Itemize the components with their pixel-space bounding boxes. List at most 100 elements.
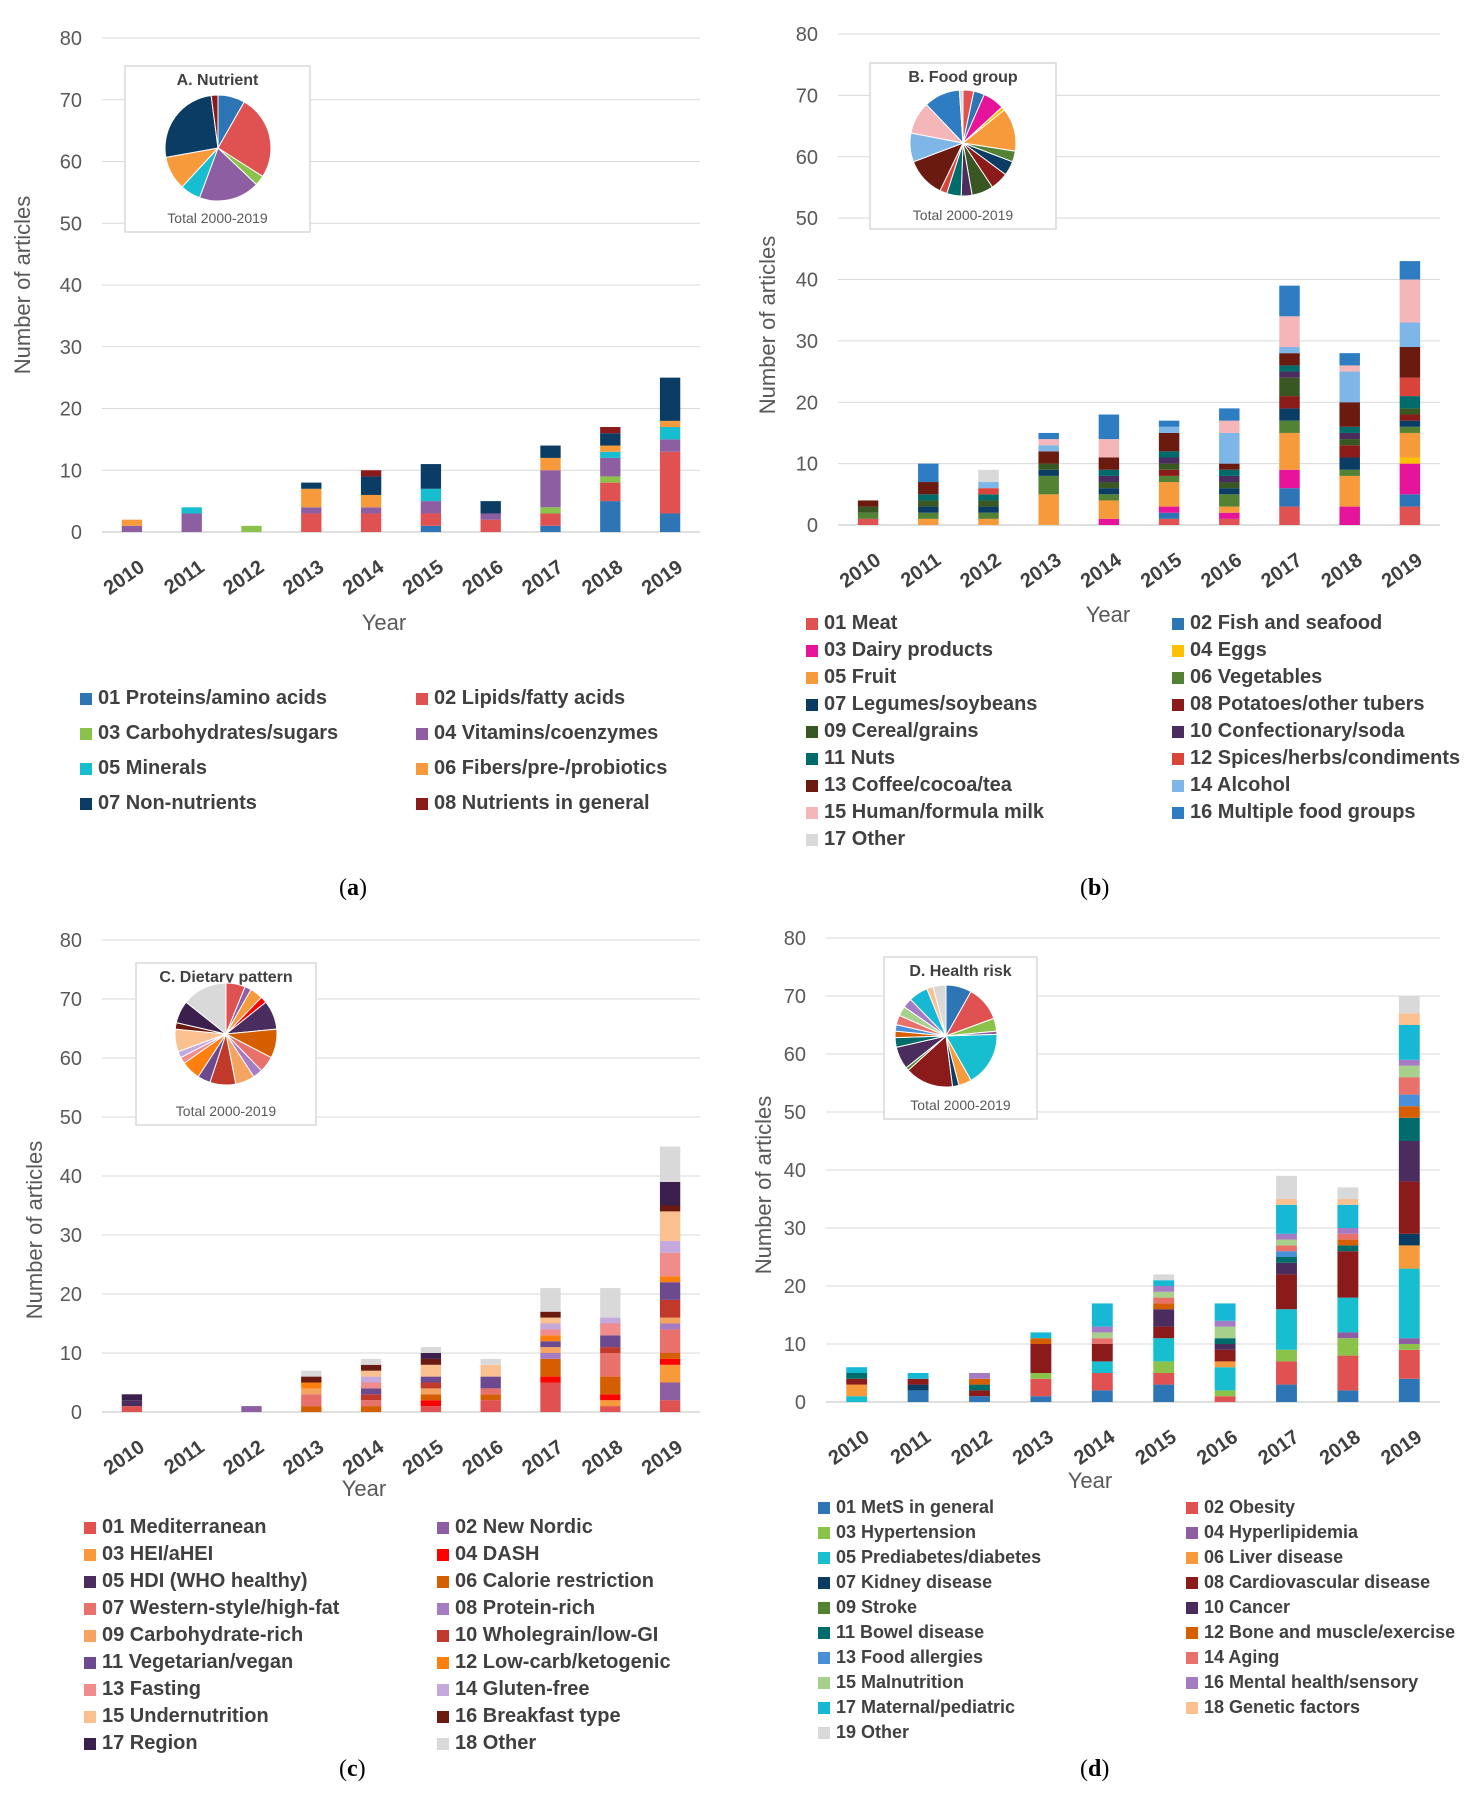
bar-segment <box>1279 432 1300 470</box>
legend-swatch <box>84 1602 96 1615</box>
bar-segment <box>540 1376 561 1383</box>
x-tick-label: 2018 <box>1316 1426 1365 1470</box>
bar-segment <box>420 464 442 489</box>
bar-segment <box>1339 506 1360 525</box>
bar-segment <box>1158 420 1180 427</box>
x-tick-label: 2012 <box>956 549 1005 593</box>
bar-segment <box>857 518 879 525</box>
legend-item: 02 Obesity <box>1186 1497 1482 1518</box>
legend-label: 01 Proteins/amino acids <box>98 687 327 709</box>
x-tick-label: 2010 <box>100 556 149 600</box>
bar-segment <box>978 506 999 513</box>
bar-segment <box>1158 506 1180 513</box>
y-tick-label: 80 <box>60 28 82 50</box>
bar-segment <box>181 507 202 514</box>
bar-segment <box>918 512 939 519</box>
bar-segment <box>659 1400 681 1412</box>
x-tick-label: 2011 <box>897 549 945 592</box>
bar-segment <box>1337 1187 1359 1199</box>
legend-swatch <box>437 1602 449 1615</box>
bar-segment <box>1219 482 1240 489</box>
y-tick-label: 70 <box>60 989 82 1011</box>
legend-item: 14 Aging <box>1186 1647 1482 1668</box>
legend-swatch <box>806 617 818 630</box>
legend-swatch <box>84 1710 96 1723</box>
bar-segment <box>1091 1326 1113 1333</box>
bar-segment <box>480 519 501 532</box>
x-tick-label: 2019 <box>1377 1426 1426 1470</box>
y-tick-label: 10 <box>796 454 818 476</box>
bar-segment <box>540 470 561 508</box>
legend-swatch <box>1172 644 1184 657</box>
legend-swatch <box>818 1526 830 1539</box>
bar-segment <box>1399 261 1421 280</box>
bar-segment <box>1276 1349 1297 1362</box>
legend-label: 01 Mediterranean <box>102 1516 267 1538</box>
x-tick-label: 2017 <box>518 556 567 600</box>
bar-segment <box>540 1329 561 1336</box>
bar-segment <box>907 1390 929 1402</box>
bar-segment <box>1398 1344 1420 1350</box>
bar-segment <box>1399 506 1421 525</box>
bar-segment <box>121 1406 143 1412</box>
legend-item: 12 Spices/herbs/condiments <box>1172 747 1482 770</box>
bar-segment <box>1399 457 1421 464</box>
bar-segment <box>600 427 621 434</box>
bar-segment <box>1153 1286 1175 1292</box>
legend-swatch <box>437 1737 449 1750</box>
bar-segment <box>1398 1065 1420 1078</box>
bar-segment <box>121 519 143 526</box>
bar-segment <box>121 1400 143 1407</box>
bar-segment <box>1279 396 1300 409</box>
legend-item: 15 Undernutrition <box>84 1705 419 1728</box>
bar-segment <box>1158 512 1180 519</box>
legend-swatch <box>84 1575 96 1588</box>
bar-segment <box>1398 1059 1420 1066</box>
bar-segment <box>1214 1396 1236 1402</box>
bar-segment <box>1153 1326 1175 1339</box>
legend-swatch <box>1186 1576 1198 1589</box>
bar-segment <box>600 1376 621 1395</box>
legend-item: 13 Fasting <box>84 1678 419 1701</box>
bar-segment <box>1098 518 1120 525</box>
legend-label: 13 Coffee/cocoa/tea <box>824 774 1012 796</box>
y-tick-label: 70 <box>60 90 82 112</box>
y-tick-label: 30 <box>784 1218 806 1240</box>
bar-segment <box>1038 475 1059 495</box>
bar-segment <box>1153 1280 1175 1286</box>
bar-segment <box>1214 1390 1236 1397</box>
bar-segment <box>1098 414 1120 440</box>
bar-segment <box>1038 463 1059 470</box>
bar-segment <box>1214 1320 1236 1327</box>
bar-segment <box>659 1205 681 1212</box>
bar-segment <box>918 463 939 483</box>
bar-segment <box>600 1347 621 1353</box>
bar-segment <box>540 1347 561 1353</box>
legend-label: 02 New Nordic <box>455 1516 593 1538</box>
legend-item: 16 Mental health/sensory <box>1186 1672 1482 1693</box>
bar-segment <box>360 476 382 495</box>
legend-swatch <box>806 644 818 657</box>
legend-item: 02 Lipids/fatty acids <box>416 687 734 710</box>
bar-segment <box>1153 1297 1175 1304</box>
bar-segment <box>1337 1251 1359 1298</box>
bar-segment <box>1098 500 1120 519</box>
legend-swatch <box>806 671 818 684</box>
bar-segment <box>1339 439 1360 446</box>
bar-segment <box>1153 1309 1175 1327</box>
bar-segment <box>540 507 561 514</box>
legend-swatch <box>1172 698 1184 711</box>
bar-segment <box>1398 1181 1420 1234</box>
legend-item: 17 Maternal/pediatric <box>818 1697 1168 1718</box>
bar-segment <box>1398 1094 1420 1107</box>
legend-label: 09 Cereal/grains <box>824 720 979 742</box>
bar-segment <box>1214 1367 1236 1391</box>
legend-swatch <box>437 1575 449 1588</box>
x-tick-label: 2016 <box>458 1436 507 1480</box>
caption-a: (a) <box>339 875 367 901</box>
pie-slice <box>198 147 258 202</box>
bar-segment <box>1158 482 1180 507</box>
legend-label: 18 Genetic factors <box>1204 1697 1361 1717</box>
bar-segment <box>1214 1326 1236 1339</box>
bar-segment <box>659 1146 681 1182</box>
